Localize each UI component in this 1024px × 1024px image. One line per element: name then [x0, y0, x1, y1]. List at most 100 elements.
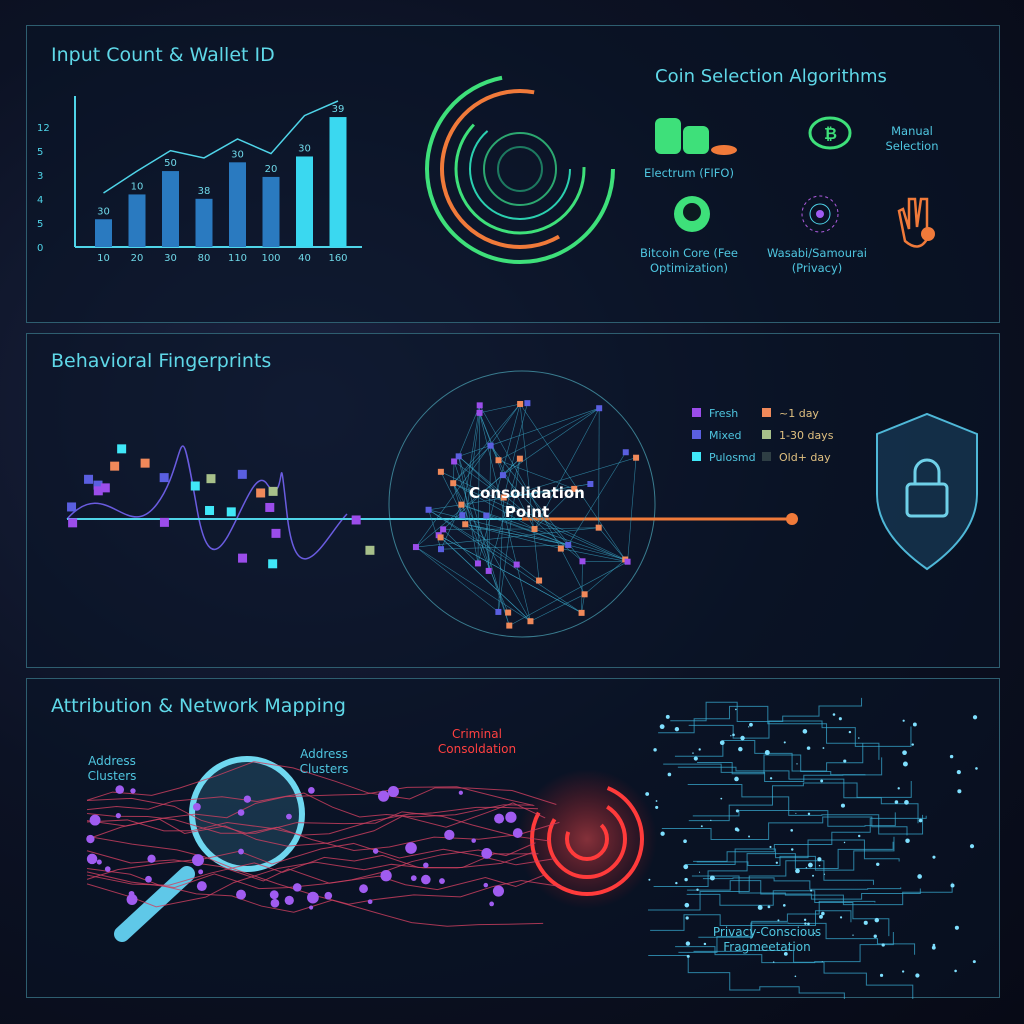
network-edge [440, 504, 462, 550]
legend-item: Old+ day [762, 451, 842, 464]
fingerprint-marker [365, 545, 375, 555]
fragment-dot [796, 763, 798, 765]
address-node [444, 829, 455, 841]
address-clusters-left-label: Address Clusters [87, 754, 137, 783]
legend-item: Pulosmd [692, 451, 762, 464]
network-edge [458, 456, 479, 564]
fragment-dot [954, 925, 959, 930]
network-node [499, 472, 506, 479]
address-node [387, 786, 399, 798]
network-edge [453, 482, 628, 562]
panel-behavioral: Behavioral Fingerprints Consolidation Po… [26, 333, 1000, 668]
address-node [147, 854, 156, 863]
fragment-dot [735, 809, 739, 813]
x-tick-label: 100 [261, 253, 280, 264]
fragment-dot [904, 800, 909, 805]
network-node [450, 480, 457, 487]
network-edge [458, 456, 504, 498]
trace-line [86, 806, 538, 836]
bar [296, 156, 313, 247]
network-edge [440, 471, 626, 560]
shield-lock-icon [876, 412, 978, 571]
circuit-line [696, 836, 895, 871]
address-node [471, 838, 476, 843]
fingerprint-marker [159, 473, 169, 483]
network-edge [415, 403, 521, 548]
fragment-dot [648, 878, 651, 881]
fragment-dot [915, 973, 920, 978]
trace-line [86, 842, 556, 880]
network-edge [458, 405, 480, 457]
x-tick-label: 20 [131, 253, 144, 264]
trace-line [86, 792, 533, 818]
fragment-dot [820, 779, 824, 783]
network-edge [581, 561, 583, 613]
fragment-dot [738, 746, 743, 752]
network-node [633, 454, 640, 461]
y-tick-label: 5 [37, 147, 43, 158]
address-node [243, 795, 252, 803]
fragment-dot [918, 818, 923, 823]
y-tick-label: 0 [37, 243, 43, 254]
address-node [96, 859, 102, 865]
circuit-line [688, 780, 912, 822]
fragment-dot [832, 713, 836, 716]
network-edge [488, 445, 491, 571]
fragment-dot [954, 969, 957, 973]
fragment-dot [821, 961, 823, 963]
network-edge [519, 403, 540, 581]
network-edge [458, 456, 583, 562]
circuit-line [661, 816, 908, 841]
x-tick-label: 160 [328, 253, 347, 264]
circuit-line [663, 757, 883, 783]
address-node [86, 834, 95, 844]
fragment-dot [969, 844, 975, 849]
fragment-dot [749, 722, 753, 727]
fragment-dot [838, 717, 842, 721]
fragment-dot [819, 914, 823, 919]
fragment-dot [794, 975, 797, 978]
fragment-dot [950, 883, 955, 888]
circuit-line [647, 860, 874, 911]
network-edge [567, 452, 627, 546]
fragment-dot [769, 845, 772, 848]
panel-title: Input Count & Wallet ID [51, 44, 275, 66]
fragment-dot [787, 948, 789, 950]
network-node [474, 560, 481, 567]
fragment-dot [772, 961, 775, 963]
fragment-dot [975, 767, 978, 770]
address-node [270, 898, 280, 908]
trace-line [86, 786, 535, 827]
circuit-line [685, 839, 900, 866]
trace-line [86, 797, 560, 851]
fragment-dot [734, 827, 739, 832]
address-node [192, 854, 204, 867]
address-node [238, 848, 244, 855]
fingerprint-marker [268, 486, 278, 496]
fragment-dot [931, 945, 936, 950]
fragment-dot [775, 861, 778, 864]
network-edge [465, 523, 569, 546]
address-node [196, 881, 207, 892]
fragment-dot [683, 864, 689, 870]
circuit-line [687, 880, 921, 900]
address-node [367, 899, 373, 905]
x-tick-label: 80 [198, 253, 211, 264]
fingerprint-marker [110, 461, 120, 471]
network-node [495, 457, 502, 464]
bar [128, 194, 146, 247]
fragment-dot [812, 874, 815, 877]
circuit-line [697, 754, 866, 776]
network-node [581, 591, 588, 598]
fragment-dot [703, 942, 707, 946]
network-node [516, 455, 523, 462]
trace-line [86, 811, 550, 842]
fragment-dot [858, 737, 860, 739]
circuit-line [658, 705, 880, 760]
legend-item: 1-30 days [762, 429, 842, 442]
bar [95, 219, 112, 247]
criminal-consolidation-label: Criminal Consoldation [437, 727, 517, 756]
circuit-line [670, 697, 863, 722]
circuit-line [653, 841, 894, 887]
fragment-dot [911, 743, 914, 746]
